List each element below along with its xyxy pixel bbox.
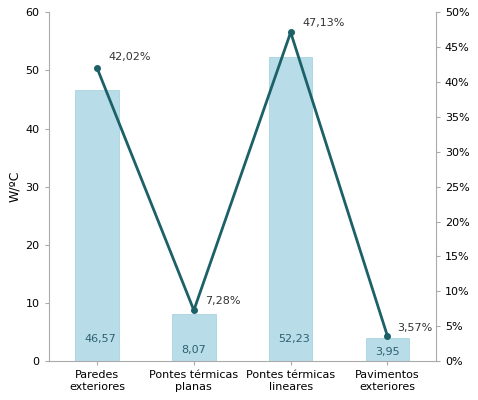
Y-axis label: W/ºC: W/ºC [8,171,22,202]
Bar [172,314,216,361]
Text: 47,13%: 47,13% [302,18,345,28]
Text: 3,95: 3,95 [375,347,400,357]
Text: 7,28%: 7,28% [206,296,241,306]
Text: 3,57%: 3,57% [397,323,433,333]
Text: 8,07: 8,07 [181,345,206,355]
Text: 42,02%: 42,02% [109,52,151,62]
Bar [269,58,313,361]
Text: 46,57: 46,57 [85,334,116,344]
Bar [75,90,119,361]
Text: 52,23: 52,23 [278,334,310,344]
Bar [366,338,409,361]
